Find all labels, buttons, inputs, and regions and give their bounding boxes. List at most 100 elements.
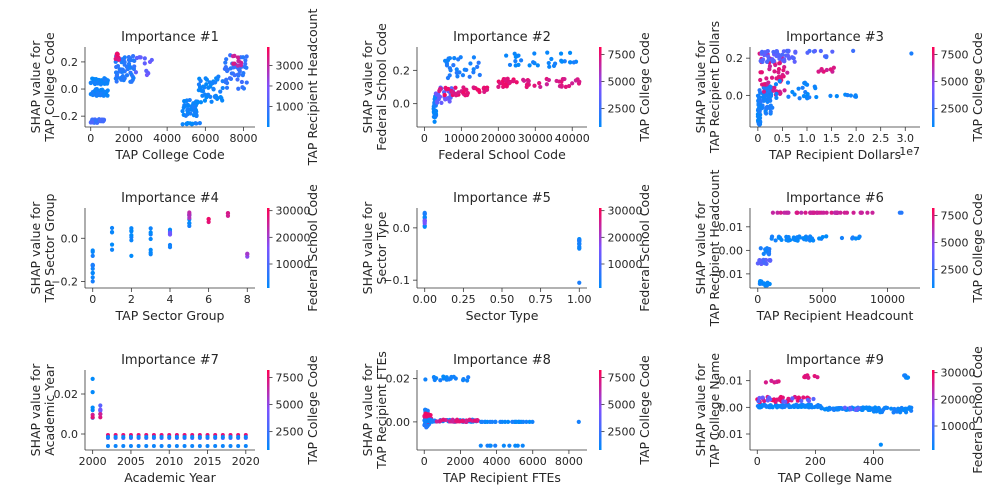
data-point (549, 56, 554, 62)
data-point (90, 279, 95, 284)
chart-title: Importance #9 (786, 353, 884, 368)
data-point (763, 93, 768, 98)
data-point (577, 280, 582, 285)
x-tick-label: 2005 (117, 455, 145, 468)
x-tick-label: 0 (754, 132, 761, 145)
data-point (151, 444, 156, 448)
data-point (759, 49, 765, 54)
colorbar-label: Federal School Code (305, 184, 320, 312)
data-point (109, 242, 115, 247)
data-point (236, 435, 241, 439)
data-point (220, 85, 225, 91)
colorbar-tick-label: 7500 (608, 49, 636, 62)
data-point (497, 81, 503, 86)
data-point (763, 105, 769, 111)
colorbar-tick-label: 2500 (608, 426, 636, 439)
y-axis-label-line: SHAP value for (28, 363, 43, 457)
data-point (802, 80, 807, 86)
data-point (535, 63, 540, 68)
x-tick-label: 0.75 (528, 293, 553, 306)
data-point (776, 379, 781, 384)
data-point (453, 93, 459, 98)
chart-3: Importance #3 0 0.5 1.0 1.5 2.0 2.5 3.0 0.0 0.2 TA… (693, 21, 985, 162)
data-point (870, 210, 875, 215)
y-tick-label: 0.00 (386, 416, 411, 429)
data-point (544, 82, 549, 87)
data-point (770, 59, 775, 64)
data-point (570, 81, 575, 86)
chart-7: Importance #7 2000 2005 2010 2015 2020 0.0 0.02… (28, 353, 320, 485)
x-tick-label: 0 (754, 455, 761, 468)
data-point (187, 220, 192, 226)
data-point (538, 84, 543, 90)
data-point (770, 405, 775, 410)
colorbar-label: TAP College Code (637, 32, 652, 143)
x-tick-label: 8 (244, 293, 251, 306)
data-point (128, 57, 133, 63)
colorbar (267, 47, 270, 127)
data-point (767, 88, 772, 93)
data-point (853, 236, 858, 241)
data-point (513, 59, 518, 64)
data-point (824, 67, 829, 73)
data-point (792, 59, 797, 64)
data-point (757, 258, 762, 263)
colorbar-tick-label: 7500 (941, 210, 969, 223)
data-point (441, 374, 446, 379)
x-axis-label: TAP Recipient Dollars (768, 147, 901, 162)
data-point (245, 254, 250, 259)
x-tick-label: 40000 (555, 132, 590, 145)
data-point (758, 104, 763, 109)
data-point (195, 100, 200, 105)
data-point (190, 444, 195, 448)
data-point (446, 377, 452, 382)
data-point (94, 119, 99, 124)
data-point (777, 56, 782, 61)
data-point (148, 226, 153, 231)
x-tick-label: 1.5 (823, 132, 841, 145)
data-point (781, 49, 786, 54)
y-axis-label-line: SHAP value for (360, 40, 375, 134)
data-point (765, 99, 770, 105)
data-point (197, 121, 202, 126)
x-tick-label: 0 (421, 455, 428, 468)
data-point (909, 51, 914, 56)
data-point (562, 76, 567, 82)
data-point (821, 210, 826, 215)
data-point (90, 266, 95, 271)
data-point (530, 419, 535, 424)
data-point (764, 76, 769, 81)
data-point (510, 419, 515, 424)
data-point (456, 57, 461, 62)
data-point (220, 444, 225, 448)
data-point (129, 253, 134, 258)
data-point (100, 119, 106, 124)
data-point (167, 435, 172, 439)
data-point (131, 75, 136, 81)
x-tick-label: 8000 (555, 455, 583, 468)
data-point (778, 210, 783, 215)
data-point (467, 418, 473, 423)
data-point (235, 77, 240, 82)
data-point (566, 83, 572, 89)
data-point (811, 396, 816, 402)
data-point (842, 210, 847, 215)
data-point (167, 242, 173, 248)
data-point (196, 82, 202, 87)
y-tick-label: 0.2 (726, 52, 744, 65)
data-point (237, 68, 242, 74)
data-point (115, 52, 120, 57)
data-point (796, 86, 801, 91)
x-tick-label: 6000 (519, 455, 547, 468)
data-point (151, 435, 156, 439)
y-tick-label: −0.2 (51, 276, 78, 289)
colorbar-tick-label: 2500 (608, 103, 636, 116)
data-point (558, 51, 564, 56)
x-axis-label: TAP Sector Group (115, 308, 225, 323)
data-point (778, 394, 783, 400)
data-point (471, 85, 476, 90)
data-point (515, 443, 520, 448)
